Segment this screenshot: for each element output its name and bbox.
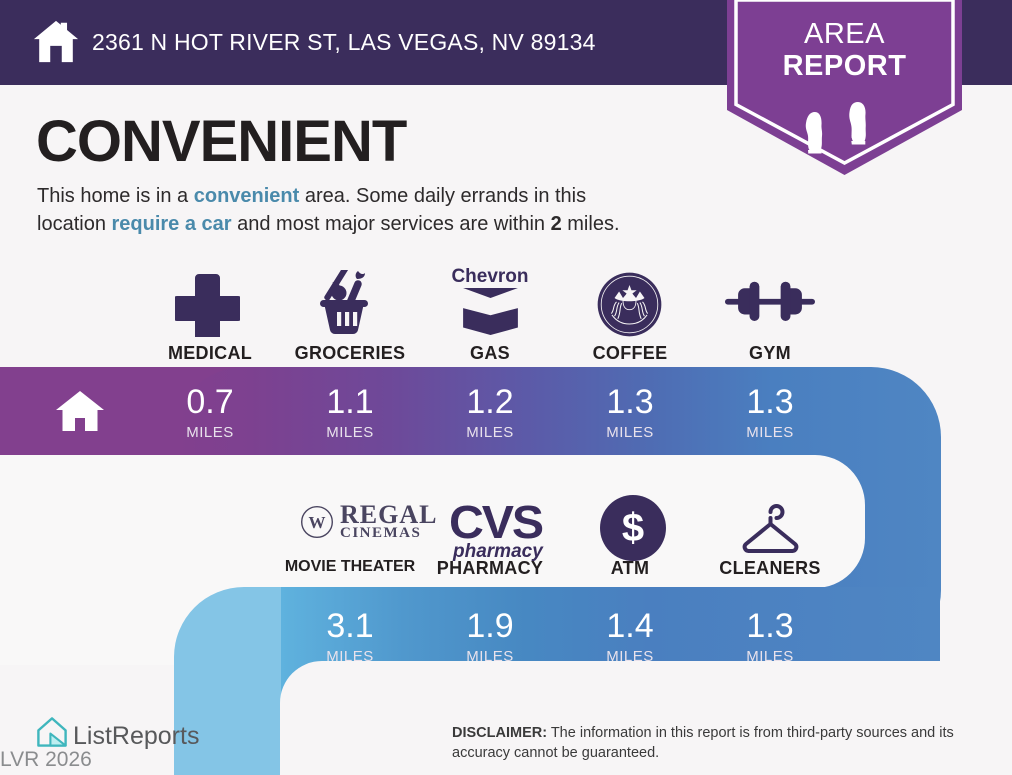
svg-text:W: W <box>309 513 326 532</box>
svg-text:$: $ <box>622 506 644 550</box>
